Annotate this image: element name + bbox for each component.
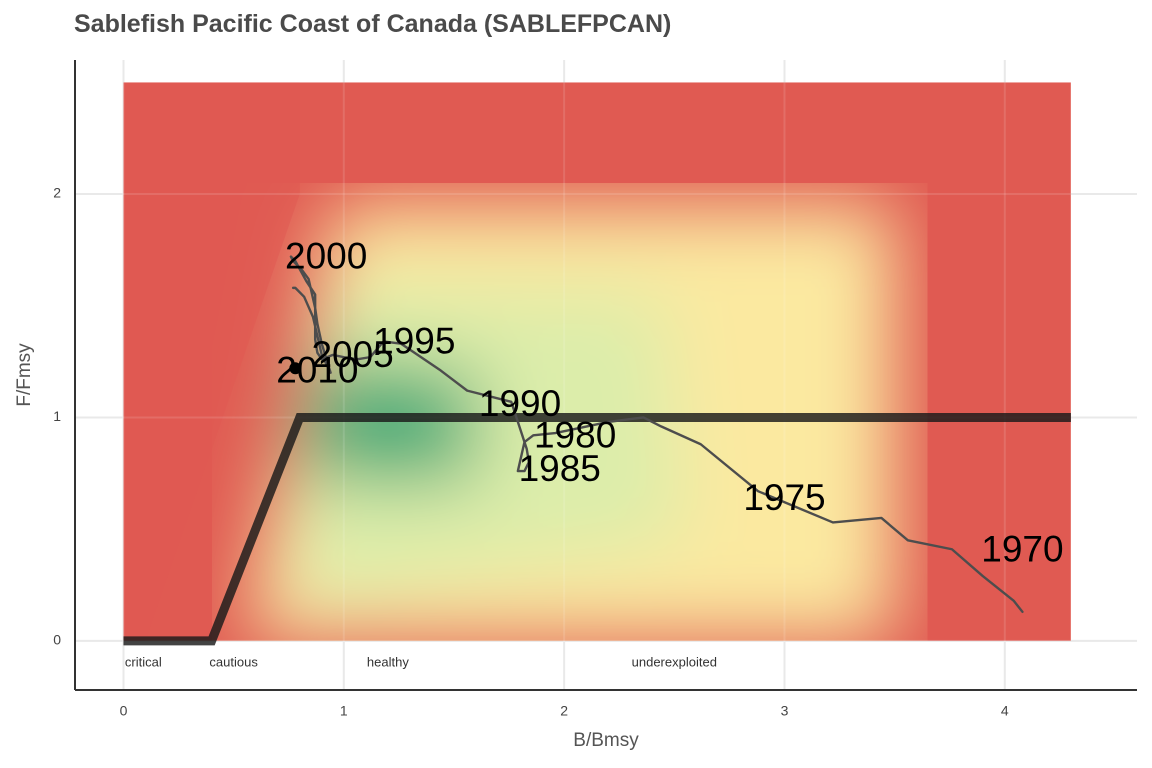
control-rule [123, 412, 1071, 646]
x-tick-label: 2 [560, 703, 568, 719]
year-label: 1970 [981, 528, 1063, 569]
series-layer [289, 255, 1024, 614]
heatmap-lightgreen-zone [288, 283, 686, 608]
year-label: 2010 [276, 350, 358, 391]
x-tick-label: 1 [340, 703, 348, 719]
x-tick-label: 4 [1001, 703, 1009, 719]
zone-labels: critical cautious healthy underexploited [125, 655, 717, 670]
zone-label: critical [125, 655, 162, 670]
y-axis-title: F/Fmsy [14, 343, 35, 407]
control-rule-line [123, 412, 1071, 646]
heatmap-background [123, 82, 1071, 641]
x-axis-title: B/Bmsy [573, 730, 639, 751]
trajectory-line [289, 255, 1024, 614]
x-tick-label: 0 [120, 703, 128, 719]
year-label: 1995 [373, 321, 455, 362]
year-label: 1985 [519, 448, 601, 489]
year-label: 2000 [285, 236, 367, 277]
chart-title: Sablefish Pacific Coast of Canada (SABLE… [74, 10, 672, 38]
heatmap-red-wedge [123, 82, 300, 641]
year-label: 2005 [311, 334, 393, 375]
zone-label: underexploited [632, 655, 717, 670]
year-label: 1975 [743, 477, 825, 518]
y-tick-label: 2 [53, 185, 61, 201]
tick-labels: 0 1 2 3 4 0 1 2 [53, 185, 1009, 719]
x-tick-label: 3 [781, 703, 789, 719]
y-tick-label: 1 [53, 408, 61, 424]
zone-label: healthy [367, 655, 409, 670]
axes [74, 60, 1137, 691]
year-label: 1980 [534, 414, 616, 455]
current-status-point [289, 362, 302, 375]
y-tick-label: 0 [53, 632, 61, 648]
year-label: 1990 [479, 383, 561, 424]
zone-label: cautious [209, 655, 258, 670]
